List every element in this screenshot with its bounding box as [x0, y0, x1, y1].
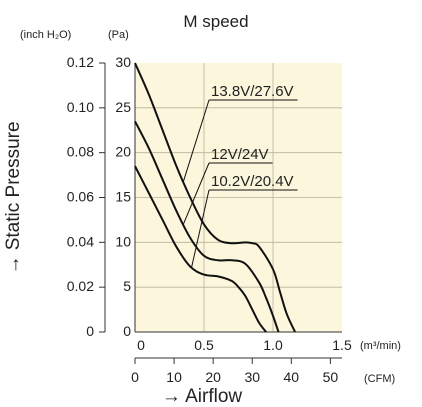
y2-tick-label: 0.10	[67, 99, 94, 115]
y-tick-label: 5	[123, 278, 131, 294]
x2-tick-label: 50	[323, 369, 339, 385]
y2-tick-label: 0.04	[67, 233, 94, 249]
y2-tick-label: 0	[86, 323, 94, 339]
y-units-left-label: (inch H₂O)	[20, 29, 71, 41]
x2-tick-label: 10	[166, 369, 182, 385]
y-tick-label: 10	[115, 233, 131, 249]
axes	[99, 62, 342, 364]
series-label: 10.2V/20.4V	[211, 173, 294, 190]
series-leader-line	[191, 189, 210, 268]
y2-tick-label: 0.06	[67, 189, 94, 205]
y-axis-label: → Static Pressure	[3, 121, 24, 274]
y-tick-label: 0	[123, 323, 131, 339]
x2-tick-label: 40	[284, 369, 300, 385]
y-tick-labels-inch-h2o: 0 0.02 0.04 0.06 0.08 0.10 0.12	[67, 54, 94, 339]
x2-tick-label: 30	[244, 369, 260, 385]
x2-tick-label: 0	[131, 369, 139, 385]
y-tick-label: 20	[115, 144, 131, 160]
x-tick-label: 0.5	[194, 337, 214, 353]
y2-tick-label: 0.02	[67, 278, 94, 294]
y-tick-label: 25	[115, 99, 131, 115]
series-line	[134, 62, 296, 333]
x-axis-label: → Airflow	[162, 386, 243, 407]
series-leader-line	[182, 99, 210, 182]
x-units-secondary-label: (CFM)	[364, 373, 395, 385]
x2-tick-label: 20	[205, 369, 221, 385]
x-units-primary-label: (m³/min)	[360, 340, 401, 352]
y-tick-label: 30	[115, 54, 131, 70]
y2-tick-label: 0.12	[67, 54, 94, 70]
series-label: 13.8V/27.6V	[211, 83, 294, 100]
y-tick-label: 15	[115, 189, 131, 205]
x-tick-label: 0	[137, 337, 145, 353]
x-tick-label: 1.0	[263, 337, 283, 353]
y-units-right-label: (Pa)	[108, 29, 129, 41]
series-label: 12V/24V	[211, 146, 269, 163]
x-tick-label: 1.5	[332, 337, 352, 353]
curves	[134, 62, 296, 333]
curve-labels: 13.8V/27.6V 12V/24V 10.2V/20.4V	[182, 83, 298, 268]
x-tick-labels-m3min: 0 0.5 1.0 1.5	[137, 337, 352, 353]
y2-tick-label: 0.08	[67, 144, 94, 160]
series-line	[134, 165, 267, 333]
series-line	[134, 120, 280, 333]
y-tick-labels-pa: 0 5 10 15 20 25 30	[115, 54, 131, 339]
x-tick-labels-cfm: 0 10 20 30 40 50	[131, 369, 338, 385]
chart-title: M speed	[183, 12, 248, 31]
series-leader-line	[182, 162, 210, 225]
